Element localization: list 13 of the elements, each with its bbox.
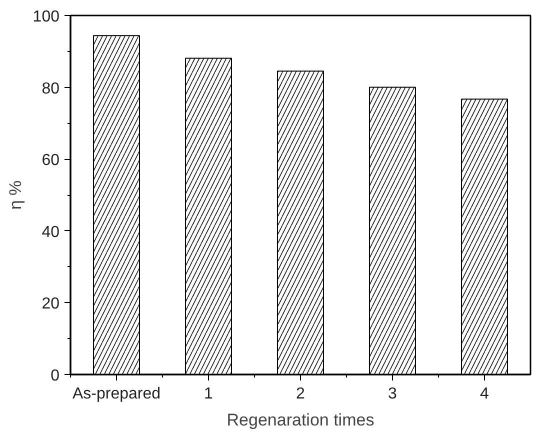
y-tick-label: 60 [42,152,60,170]
x-axis-title: Regenaration times [226,410,374,430]
y-tick-label: 20 [42,296,60,313]
y-tick-label: 100 [32,8,60,26]
x-tick-label: 2 [296,386,306,402]
y-tick-label: 40 [42,224,60,241]
y-tick-label: 80 [42,80,60,98]
x-tick-label: 1 [204,386,214,402]
x-tick-label: 4 [480,386,490,402]
x-tick-label: 3 [388,386,398,402]
y-tick-label: 0 [50,368,60,384]
x-tick-label: As-prepared [72,386,161,402]
y-axis-title: η % [6,180,25,210]
